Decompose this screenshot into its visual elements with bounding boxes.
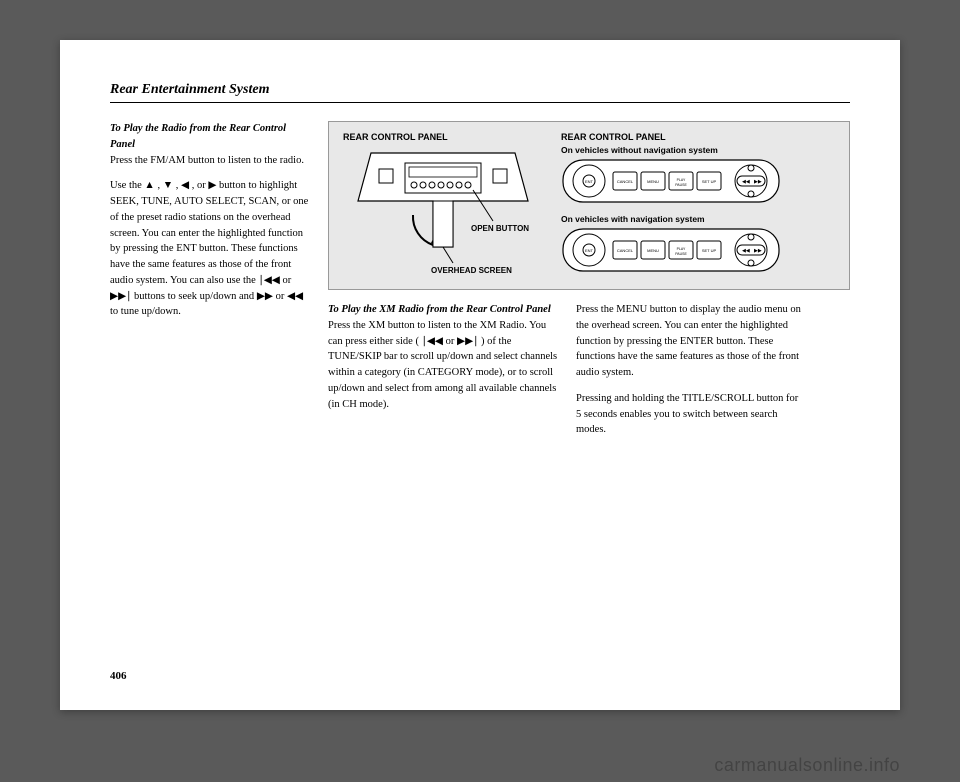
remote-no-nav: ENT CANCEL MENU PLAY PAUSE SET UP ◀◀ ▶ — [561, 158, 781, 206]
svg-text:◀◀: ◀◀ — [742, 248, 750, 254]
col1-p2b: button to highlight SEEK, TUNE, AUTO SEL… — [110, 180, 308, 286]
triangle-right-icon: ▶ — [208, 180, 216, 191]
col3-p2: Pressing and holding the TITLE/SCROLL bu… — [576, 391, 806, 438]
svg-text:SET UP: SET UP — [702, 179, 717, 184]
fig-left-label: REAR CONTROL PANEL — [343, 132, 543, 142]
svg-text:MENU: MENU — [647, 248, 659, 253]
svg-text:PAUSE: PAUSE — [675, 252, 687, 256]
fig-right-label: REAR CONTROL PANEL — [561, 132, 786, 142]
svg-text:ENT: ENT — [585, 179, 594, 184]
figure-right: REAR CONTROL PANEL On vehicles without n… — [561, 132, 786, 275]
svg-text:PLAY: PLAY — [677, 178, 686, 182]
watermark: carmanualsonline.info — [714, 755, 900, 776]
triangle-left-icon: ◀ — [181, 180, 189, 191]
svg-text:◀◀: ◀◀ — [742, 179, 750, 185]
skip-fwd-icon-2: ▶▶∣ — [457, 336, 478, 347]
figure-left: REAR CONTROL PANEL — [343, 132, 543, 275]
manual-page: Rear Entertainment System To Play the Ra… — [60, 40, 900, 710]
fig-withnav-label: On vehicles with navigation system — [561, 214, 786, 224]
ff-icon: ▶▶ — [257, 291, 273, 302]
svg-text:PLAY: PLAY — [677, 247, 686, 251]
svg-text:CANCEL: CANCEL — [617, 248, 634, 253]
svg-text:▶▶: ▶▶ — [754, 179, 762, 185]
col1-p2c: buttons to seek up/down and — [134, 291, 257, 302]
col2-block1: To Play the XM Radio from the Rear Contr… — [328, 302, 558, 412]
svg-text:SET UP: SET UP — [702, 248, 717, 253]
col1-p1: Press the FM/AM button to listen to the … — [110, 155, 304, 166]
svg-text:PAUSE: PAUSE — [675, 183, 687, 187]
right-columns-wrap: REAR CONTROL PANEL — [328, 121, 850, 448]
svg-text:ENT: ENT — [585, 248, 594, 253]
section-title: Rear Entertainment System — [110, 82, 269, 97]
col1-p2d: to tune up/down. — [110, 306, 181, 317]
col1-block1: To Play the Radio from the Rear Control … — [110, 121, 310, 168]
triangle-down-icon: ▼ — [163, 180, 173, 191]
content-columns: To Play the Radio from the Rear Control … — [110, 121, 850, 448]
svg-text:▶▶: ▶▶ — [754, 248, 762, 254]
column-3: Press the MENU button to display the aud… — [576, 302, 806, 448]
col1-p2a: Use the — [110, 180, 144, 191]
column-2: To Play the XM Radio from the Rear Contr… — [328, 302, 558, 448]
overhead-console-diagram: OPEN BUTTON OVERHEAD SCREEN — [343, 145, 543, 275]
remote-with-nav: ENT CANCEL MENU PLAY PAUSE SET UP ◀◀ ▶ — [561, 227, 781, 275]
open-button-label: OPEN BUTTON — [471, 224, 529, 233]
svg-text:CANCEL: CANCEL — [617, 179, 634, 184]
skip-back-icon: ∣◀◀ — [258, 275, 279, 286]
page-number: 406 — [110, 670, 127, 682]
skip-back-icon-2: ∣◀◀ — [422, 336, 443, 347]
fig-nonav-label: On vehicles without navigation system — [561, 145, 786, 155]
skip-fwd-icon: ▶▶∣ — [110, 291, 131, 302]
rw-icon: ◀◀ — [287, 291, 303, 302]
svg-text:MENU: MENU — [647, 179, 659, 184]
col2-subhead: To Play the XM Radio from the Rear Contr… — [328, 304, 551, 315]
col3-p1: Press the MENU button to display the aud… — [576, 302, 806, 381]
col1-block2: Use the ▲ , ▼ , ◀ , or ▶ button to highl… — [110, 178, 310, 320]
triangle-up-icon: ▲ — [144, 180, 154, 191]
overhead-screen-label: OVERHEAD SCREEN — [431, 266, 512, 275]
figure-box: REAR CONTROL PANEL — [328, 121, 850, 290]
col1-subhead: To Play the Radio from the Rear Control … — [110, 123, 286, 150]
title-bar: Rear Entertainment System — [110, 80, 850, 103]
column-1: To Play the Radio from the Rear Control … — [110, 121, 310, 448]
